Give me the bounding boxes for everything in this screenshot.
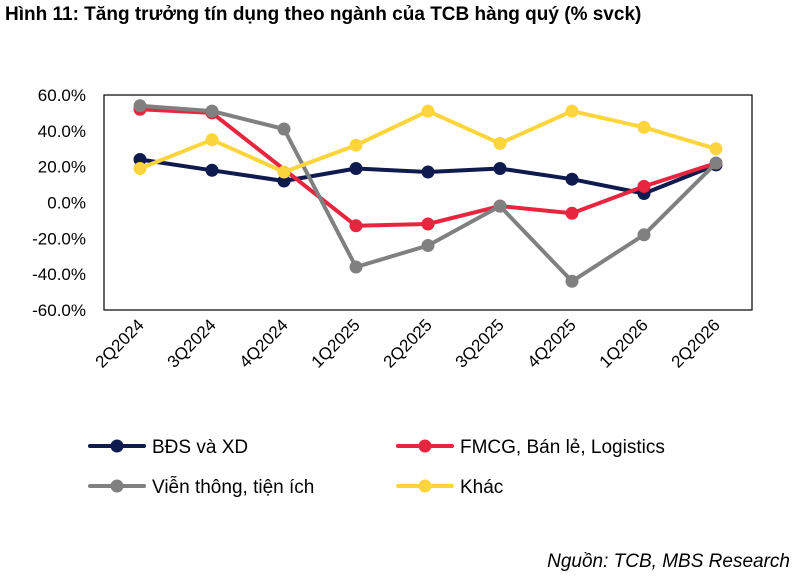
data-point: [493, 162, 507, 175]
series-2: [133, 99, 723, 288]
series-lines: [133, 99, 723, 288]
data-point: [133, 99, 147, 113]
data-point: [349, 260, 363, 274]
data-point: [349, 162, 363, 175]
data-point: [277, 174, 291, 188]
series-line: [138, 109, 718, 174]
x-tick-label: 2Q2024: [92, 315, 148, 371]
data-point: [205, 163, 219, 177]
x-tick-label: 2Q2025: [380, 315, 436, 371]
data-point: [709, 142, 723, 156]
data-point: [349, 138, 363, 152]
line-chart: 60.0% 40.0% 20.0% 0.0% -20.0% -40.0% -60.0% 2Q…: [32, 86, 753, 498]
data-point: [493, 136, 507, 150]
series-0: [133, 153, 723, 200]
y-tick-label: 0.0%: [47, 194, 86, 213]
legend-item: Viễn thông, tiện ích: [88, 476, 314, 498]
legend-item: BĐS và XD: [88, 437, 248, 458]
x-tick-label: 1Q2025: [308, 315, 364, 371]
plot-area-border: [103, 94, 753, 311]
data-point: [493, 199, 507, 213]
y-tick-label: -60.0%: [32, 301, 86, 320]
legend-label: Khác: [460, 477, 503, 498]
legend-marker: [110, 479, 124, 493]
y-tick-label: 40.0%: [38, 122, 86, 141]
data-point: [637, 228, 651, 242]
x-axis: 2Q2024 3Q2024 4Q2024 1Q2025 2Q2025 3Q2025 4Q20…: [92, 315, 724, 371]
legend-label: FMCG, Bán lẻ, Logistics: [460, 437, 665, 458]
series-3: [133, 104, 723, 179]
legend-marker: [418, 479, 432, 493]
y-tick-label: -20.0%: [32, 229, 86, 248]
data-point: [421, 104, 435, 118]
legend-label: Viễn thông, tiện ích: [152, 476, 314, 498]
y-tick-label: -40.0%: [32, 265, 86, 284]
data-point: [277, 165, 291, 179]
series-line: [138, 107, 718, 228]
data-point: [133, 162, 147, 175]
data-point: [421, 239, 435, 252]
x-tick-label: 2Q2026: [668, 315, 724, 371]
data-point: [205, 104, 219, 118]
legend-label: BĐS và XD: [152, 437, 248, 458]
y-tick-label: 60.0%: [38, 86, 86, 105]
y-axis: 60.0% 40.0% 20.0% 0.0% -20.0% -40.0% -60.0%: [32, 86, 86, 320]
data-point: [565, 104, 579, 118]
data-point: [349, 219, 363, 233]
data-point: [133, 153, 147, 166]
x-tick-label: 3Q2024: [164, 315, 220, 371]
data-point: [565, 206, 579, 220]
x-tick-label: 4Q2024: [236, 315, 292, 371]
legend-item: Khác: [396, 477, 503, 498]
data-point: [637, 179, 651, 193]
data-point: [565, 172, 579, 186]
data-point: [421, 165, 435, 179]
data-point: [637, 120, 651, 134]
data-point: [205, 133, 219, 147]
source-note: Nguồn: TCB, MBS Research: [547, 551, 790, 572]
legend-marker: [418, 439, 432, 453]
data-point: [421, 217, 435, 231]
x-tick-label: 3Q2025: [452, 315, 508, 371]
data-point: [565, 274, 579, 288]
data-point: [277, 122, 291, 136]
x-tick-label: 1Q2026: [596, 315, 652, 371]
legend-item: FMCG, Bán lẻ, Logistics: [396, 437, 665, 458]
x-tick-label: 4Q2025: [524, 315, 580, 371]
chart-title: Hình 11: Tăng trưởng tín dụng theo ngành…: [5, 4, 642, 25]
legend: BĐS và XD FMCG, Bán lẻ, Logistics Viễn thô…: [88, 437, 665, 498]
y-tick-label: 20.0%: [38, 158, 86, 177]
data-point: [709, 156, 723, 170]
legend-marker: [110, 439, 124, 453]
